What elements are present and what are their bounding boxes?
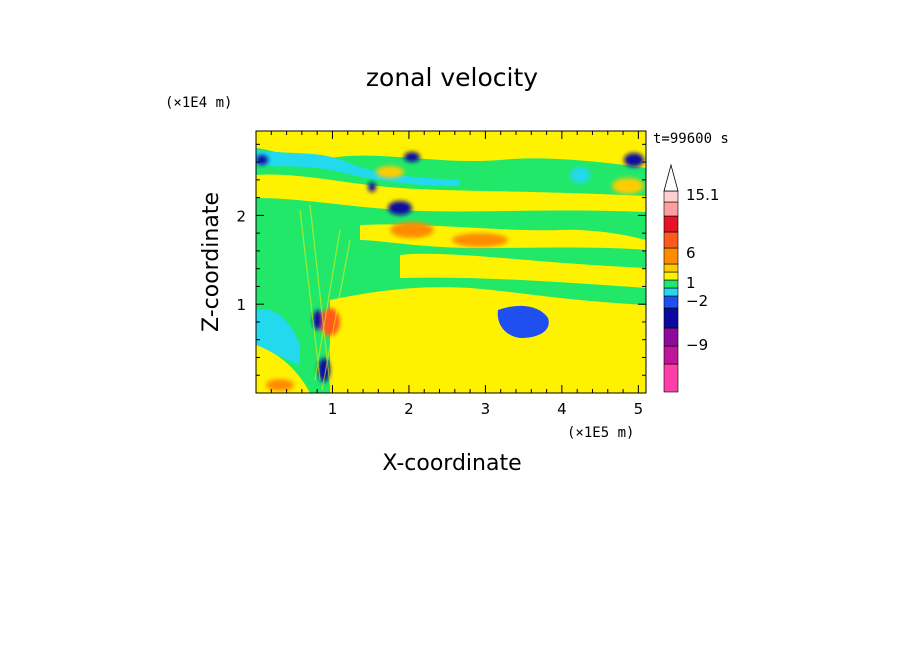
y-scale-label: (×1E4 m): [165, 95, 232, 111]
blob-cyan-1: [570, 167, 590, 183]
colorbar-swatch: [663, 327, 679, 347]
x-tick-label: 2: [404, 400, 414, 418]
y-axis: 12: [236, 143, 646, 376]
colorbar-swatch: [663, 201, 679, 217]
field-yellow-left: [256, 345, 310, 393]
field-cyan-band: [256, 150, 460, 186]
colorbar-swatch: [663, 190, 679, 203]
colorbar-label: 6: [686, 244, 696, 262]
field-blue-patch: [497, 305, 549, 338]
blob-blue-6: [313, 310, 323, 330]
plot-frame: [255, 130, 647, 394]
blob-blue-1: [388, 201, 412, 215]
colorbar-swatch: [663, 279, 679, 289]
chart-title: zonal velocity: [366, 63, 538, 92]
colorbar-swatch: [663, 247, 679, 265]
blob-orange-3: [320, 308, 340, 336]
blob-orange-1: [390, 222, 434, 238]
colorbar: 15.1 6 1−2 −9: [663, 163, 719, 393]
field-yellow-band2: [256, 174, 646, 212]
colorbar-swatch: [663, 363, 679, 393]
blob-blue-2: [404, 152, 420, 162]
y-tick-label: 1: [236, 296, 246, 314]
colorbar-swatch: [663, 271, 679, 281]
x-tick-label: 3: [481, 400, 491, 418]
time-label: t=99600 s: [653, 131, 729, 147]
field-streaks: [299, 204, 351, 391]
x-axis: 1 2 3 4 5: [270, 131, 644, 418]
blob-blue-5: [368, 182, 376, 192]
x-tick-label: 1: [328, 400, 338, 418]
colorbar-label: −9: [686, 336, 708, 354]
heatmap-field: [256, 131, 646, 393]
colorbar-swatch: [663, 287, 679, 297]
colorbar-label: 15.1: [686, 186, 719, 204]
colorbar-label: −2: [686, 292, 708, 310]
colorbar-label: 1: [686, 274, 696, 292]
field-yellow-top: [256, 131, 646, 168]
colorbar-swatch: [663, 231, 679, 249]
blob-blue-4: [256, 155, 268, 165]
field-cyan-left: [256, 309, 300, 365]
field-yellow-lower: [330, 287, 646, 393]
colorbar-swatch: [663, 215, 679, 233]
colorbar-swatch: [663, 345, 679, 365]
blob-orange-4: [612, 178, 644, 194]
x-tick-label: 5: [634, 400, 644, 418]
x-axis-label: X-coordinate: [382, 451, 521, 476]
blob-orange-6: [266, 379, 294, 391]
blob-blue-3: [624, 153, 644, 167]
field-blobs: [256, 152, 644, 391]
blob-orange-2: [452, 233, 508, 247]
colorbar-swatch: [663, 263, 679, 273]
colorbar-swatch: [663, 307, 679, 329]
x-tick-label: 4: [557, 400, 567, 418]
field-yellow-mid: [400, 253, 646, 288]
y-axis-label: Z-coordinate: [199, 192, 224, 332]
colorbar-swatch: [663, 295, 679, 309]
blob-orange-5: [376, 166, 404, 178]
x-scale-label: (×1E5 m): [567, 425, 634, 441]
colorbar-arrow: [663, 163, 679, 192]
y-tick-label: 2: [236, 207, 246, 225]
